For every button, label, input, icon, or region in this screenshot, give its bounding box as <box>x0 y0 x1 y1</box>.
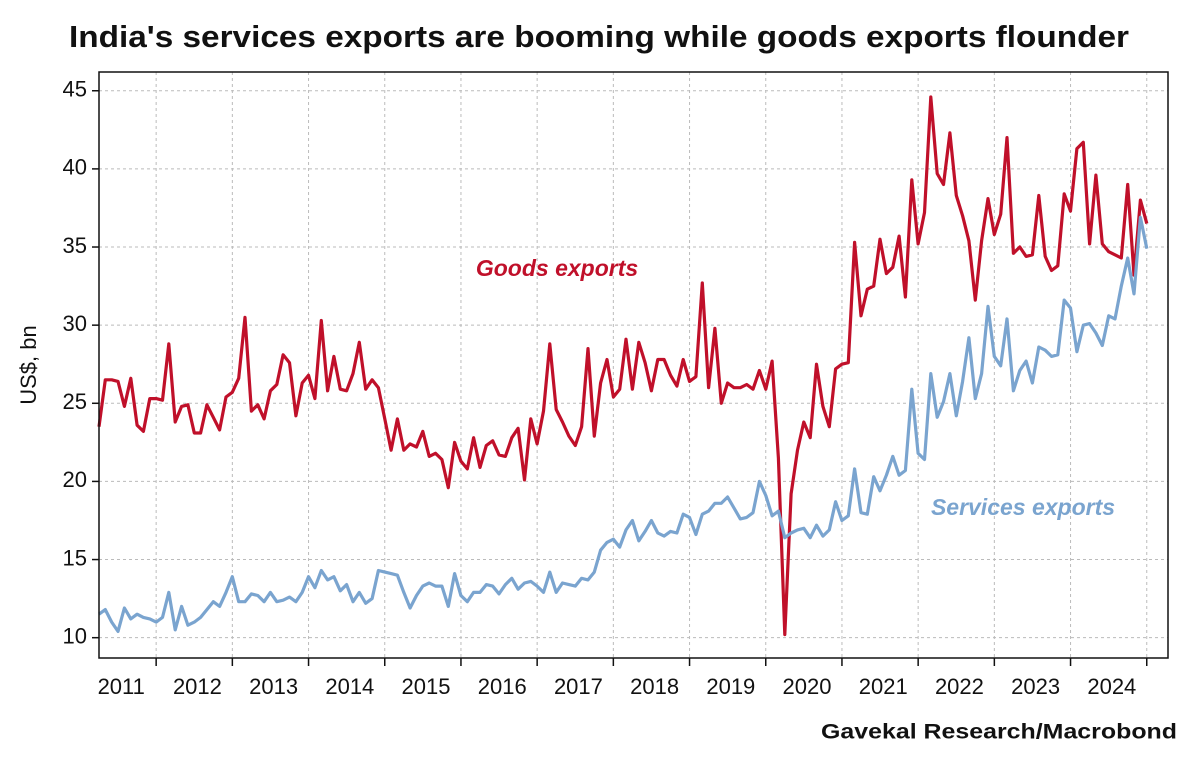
plot <box>97 95 1149 637</box>
series-line <box>97 95 1149 637</box>
x-tick-label: 2011 <box>98 674 145 699</box>
x-tick-label: 2013 <box>249 674 298 699</box>
x-tick-label: 2019 <box>706 674 755 699</box>
y-axis-label: US$, bn <box>16 325 41 405</box>
x-tick-label: 2016 <box>478 674 527 699</box>
x-tick-label: 2014 <box>325 674 374 699</box>
y-tick-label: 45 <box>63 77 87 102</box>
y-tick-label: 40 <box>63 155 87 180</box>
plot-frame <box>98 71 1169 659</box>
y-tick-label: 30 <box>63 311 87 336</box>
x-tick-label: 2012 <box>173 674 222 699</box>
y-tick-label: 25 <box>63 389 87 414</box>
series-line <box>98 215 1149 633</box>
source: Gavekal Research/Macrobond <box>821 721 1177 744</box>
x-tick-label: 2015 <box>402 674 451 699</box>
x-tick-label: 2021 <box>859 674 908 699</box>
y-tick-label: 15 <box>63 545 87 570</box>
y-tick-label: 35 <box>63 233 87 258</box>
series-annotation: Services exports <box>931 494 1115 520</box>
x-tick-label: 2023 <box>1011 674 1060 699</box>
x-tick-label: 2017 <box>554 674 603 699</box>
x-tick-label: 2018 <box>630 674 679 699</box>
series-annotation: Goods exports <box>476 255 638 281</box>
y-tick-label: 10 <box>63 623 87 648</box>
y-tick-label: 20 <box>63 467 87 492</box>
x-tick-label: 2024 <box>1087 674 1136 699</box>
grid <box>99 72 1168 658</box>
chart-title: India's services exports are booming whi… <box>69 19 1129 54</box>
x-tick-label: 2022 <box>935 674 984 699</box>
x-tick-label: 2020 <box>783 674 832 699</box>
